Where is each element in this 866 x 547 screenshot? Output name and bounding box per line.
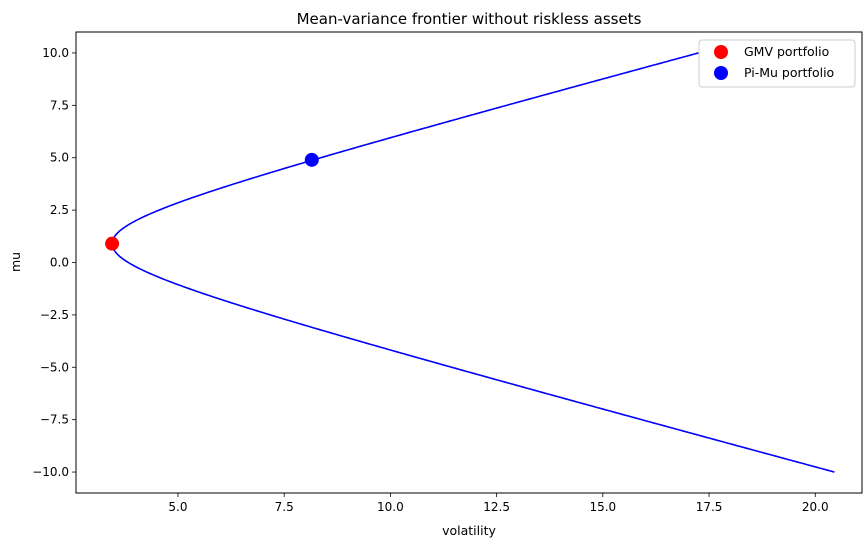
x-axis-label: volatility [442,523,496,538]
y-tick-label: 10.0 [42,46,69,60]
x-tick-label: 15.0 [589,500,616,514]
y-axis: 10.0 7.5 5.0 2.5 0.0 −2.5 −5.0 −7.5 −10.0 [32,46,76,479]
x-tick-label: 10.0 [377,500,404,514]
x-tick-label: 20.0 [802,500,829,514]
portfolio-points [105,152,319,251]
gmv-point [105,236,120,251]
pi-mu-point [304,152,319,167]
y-tick-label: 5.0 [50,151,69,165]
x-axis: 5.0 7.5 10.0 12.5 15.0 17.5 20.0 [168,493,829,514]
x-tick-label: 17.5 [696,500,723,514]
y-tick-label: −2.5 [40,308,69,322]
y-tick-label: 0.0 [50,256,69,270]
x-tick-label: 5.0 [168,500,187,514]
legend-marker-pimu [714,66,728,80]
frontier-line [111,52,835,473]
x-tick-label: 7.5 [275,500,294,514]
y-tick-label: 2.5 [50,203,69,217]
legend-marker-gmv [714,45,728,59]
legend: GMV portfolio Pi-Mu portfolio [698,39,856,88]
legend-frame [698,39,856,88]
y-tick-label: 7.5 [50,98,69,112]
y-axis-label: mu [8,252,23,272]
plot-area: 5.0 7.5 10.0 12.5 15.0 17.5 20.0 10.0 7.5 5.0 2.5… [32,31,863,514]
plot-frame [75,31,863,494]
chart-title: Mean-variance frontier without riskless … [297,10,642,28]
x-tick-label: 12.5 [483,500,510,514]
y-tick-label: −10.0 [32,465,69,479]
y-tick-label: −5.0 [40,360,69,374]
legend-label-pimu: Pi-Mu portfolio [744,65,834,80]
legend-label-gmv: GMV portfolio [744,44,829,59]
y-tick-label: −7.5 [40,413,69,427]
